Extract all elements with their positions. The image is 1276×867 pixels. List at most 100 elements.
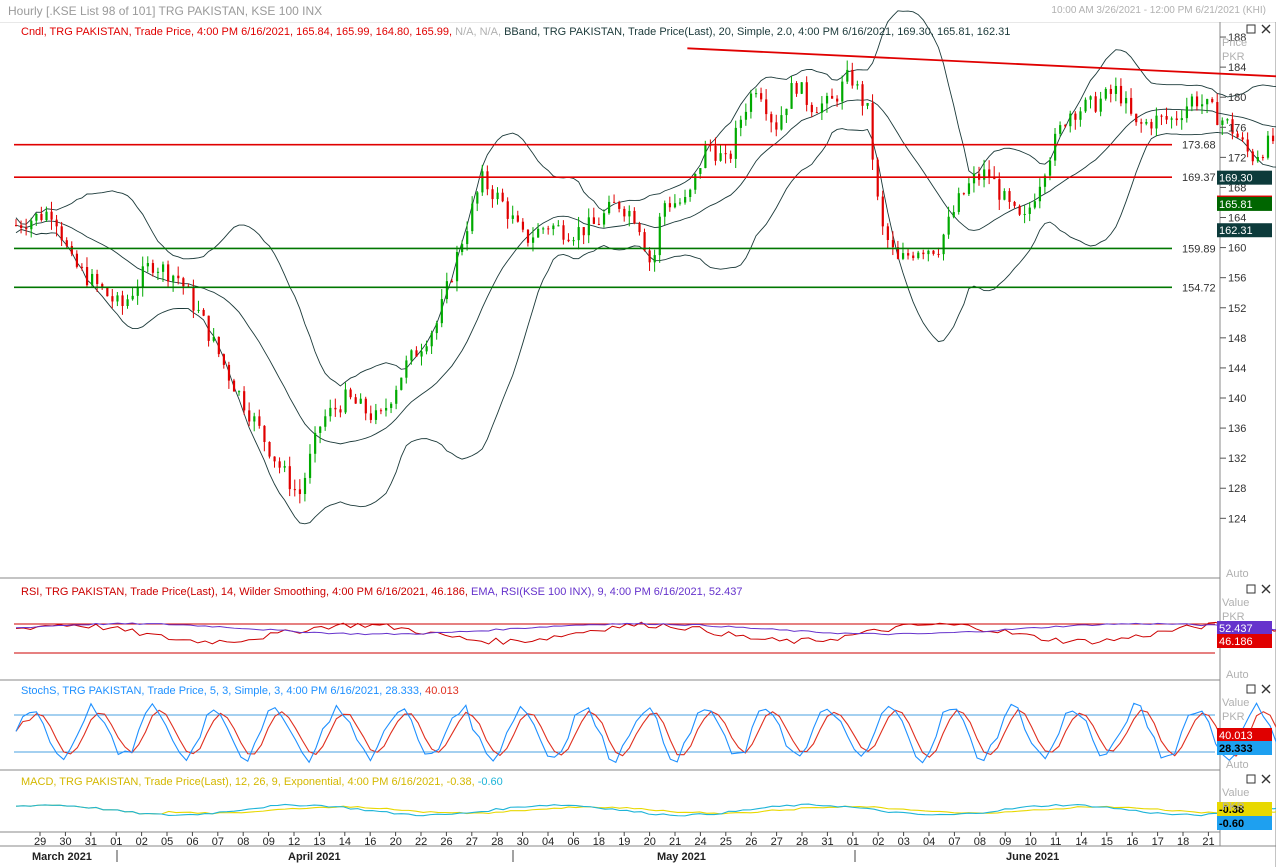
- candle-body: [334, 407, 337, 410]
- x-tick-label: 29: [34, 836, 46, 848]
- candle-body: [40, 213, 43, 221]
- maximize-icon[interactable]: [1246, 584, 1256, 594]
- candle-body: [1003, 191, 1006, 200]
- stoch-auto-button[interactable]: Auto: [1226, 759, 1249, 771]
- candle-body: [861, 84, 864, 106]
- x-tick-label: 25: [720, 836, 732, 848]
- candle-body: [222, 354, 226, 365]
- rsi-auto-button[interactable]: Auto: [1226, 669, 1249, 681]
- maximize-icon[interactable]: [1246, 684, 1256, 694]
- rsi-pane-controls[interactable]: [1246, 584, 1271, 594]
- candle-body: [227, 364, 231, 381]
- candle-body: [891, 240, 895, 248]
- price-axis-unit: PKR: [1222, 51, 1245, 63]
- close-icon[interactable]: [1261, 584, 1271, 594]
- candle-body: [379, 410, 383, 412]
- x-tick-label: 27: [771, 836, 783, 848]
- candle-body: [1140, 122, 1143, 124]
- candle-body: [613, 201, 616, 203]
- value-tag-text: 162.31: [1219, 225, 1253, 237]
- candle-body: [1175, 118, 1178, 121]
- candle-body: [55, 219, 58, 227]
- candle-body: [719, 153, 722, 161]
- candle-body: [841, 81, 844, 102]
- candle-body: [35, 213, 38, 221]
- x-tick-label: 07: [948, 836, 960, 848]
- maximize-icon[interactable]: [1246, 24, 1256, 34]
- x-tick-label: 02: [872, 836, 884, 848]
- candle-body: [405, 360, 408, 378]
- candle-body: [1023, 213, 1026, 215]
- x-tick-label: 04: [542, 836, 554, 848]
- candle-body: [542, 228, 545, 230]
- candle-body: [329, 407, 332, 417]
- stoch-pane-controls[interactable]: [1246, 684, 1271, 694]
- candle-body: [1206, 99, 1209, 105]
- candle-body: [653, 255, 656, 263]
- price-pane-controls[interactable]: [1246, 24, 1271, 34]
- candle-body: [1008, 191, 1011, 202]
- candle-body: [800, 82, 803, 94]
- candle-body: [364, 398, 367, 414]
- x-tick-label: 14: [339, 836, 351, 848]
- candle-body: [258, 416, 261, 426]
- candle-body: [25, 228, 28, 230]
- candle-body: [197, 309, 200, 311]
- candle-body: [1236, 133, 1239, 138]
- candle-body: [754, 93, 758, 95]
- candle-body: [80, 266, 84, 268]
- candle-body: [618, 202, 621, 209]
- candle-body: [1119, 85, 1123, 104]
- candle-body: [1059, 125, 1062, 134]
- x-tick-label: 10: [1025, 836, 1037, 848]
- candle-body: [856, 84, 859, 86]
- candle-body: [344, 389, 347, 413]
- candle-body: [308, 453, 312, 478]
- maximize-icon[interactable]: [1246, 774, 1256, 784]
- candle-body: [689, 189, 692, 198]
- candle-body: [587, 217, 590, 236]
- close-icon[interactable]: [1261, 24, 1271, 34]
- candle-body: [395, 389, 398, 404]
- candle-body: [1170, 118, 1173, 120]
- candle-body: [339, 409, 342, 413]
- close-icon[interactable]: [1261, 684, 1271, 694]
- candle-body: [582, 227, 585, 236]
- candle-body: [207, 315, 210, 341]
- candle-body: [663, 203, 666, 217]
- candle-body: [643, 232, 646, 251]
- price-axis-title: Price: [1222, 37, 1247, 49]
- candle-body: [572, 240, 575, 242]
- x-tick-label: 05: [161, 836, 173, 848]
- candle-body: [521, 221, 525, 230]
- x-tick-label: 03: [898, 836, 910, 848]
- month-label: June 2021: [1006, 851, 1059, 863]
- candle-body: [354, 397, 357, 404]
- candle-body: [805, 82, 808, 105]
- candle-body: [450, 281, 454, 283]
- candle-body: [1089, 96, 1092, 100]
- price-auto-button[interactable]: Auto: [1226, 568, 1249, 580]
- candle-body: [699, 168, 702, 174]
- candle-body: [471, 203, 474, 232]
- candle-body: [192, 287, 195, 311]
- candle-body: [268, 441, 271, 457]
- candle-body: [111, 296, 114, 302]
- candle-body: [263, 425, 266, 442]
- candle-body: [562, 225, 565, 240]
- price-axis: 124 128 132 136 140 144 148 152 156 160 164 168 172 1…: [1220, 32, 1246, 525]
- candle-body: [303, 477, 307, 495]
- level-label: 169.37: [1182, 172, 1216, 184]
- candle-body: [172, 275, 175, 282]
- candle-body: [217, 336, 220, 355]
- macd-pane-controls[interactable]: [1246, 774, 1271, 784]
- candle-body: [243, 391, 246, 411]
- candle-body: [1124, 97, 1128, 104]
- macd-line: [15, 803, 1276, 817]
- candle-body: [232, 380, 236, 392]
- candle-body: [182, 278, 185, 287]
- close-icon[interactable]: [1261, 774, 1271, 784]
- candle-body: [496, 192, 499, 200]
